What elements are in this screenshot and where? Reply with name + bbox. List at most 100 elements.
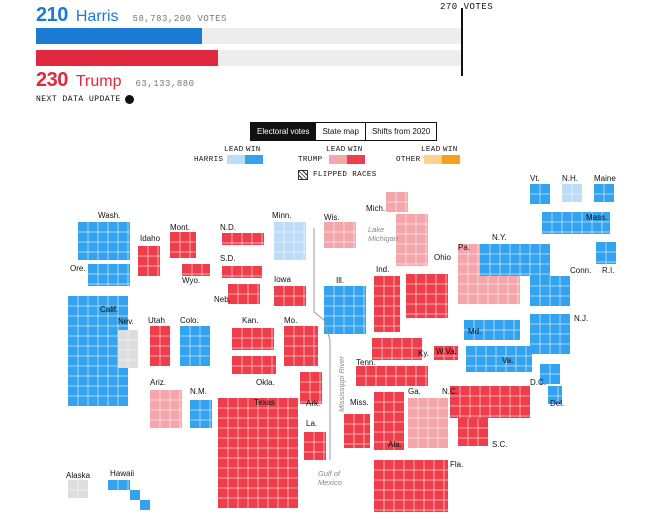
state-kan[interactable]: Kan.	[232, 316, 274, 350]
state-mo[interactable]: Mo.	[284, 316, 318, 366]
state-n-j[interactable]: N.J.	[530, 314, 588, 354]
state-del[interactable]: Del.	[548, 386, 564, 408]
threshold-line	[461, 8, 463, 76]
harris-row: 210 Harris 58,783,200 VOTES	[36, 4, 227, 27]
state-texas[interactable]: Texas	[218, 398, 298, 508]
state-tile	[88, 264, 130, 286]
state-tile	[232, 328, 274, 350]
state-va[interactable]: Va.	[466, 346, 532, 372]
state-mich[interactable]: Mich.	[366, 192, 428, 266]
trump-row: 230 Trump 63,133,880	[36, 69, 195, 92]
state-okla[interactable]: Okla.	[232, 356, 276, 387]
state-label: Colo.	[180, 316, 199, 325]
state-ga[interactable]: Ga.	[408, 387, 448, 448]
state-wis[interactable]: Wis.	[324, 213, 356, 248]
state-tile	[374, 460, 448, 512]
state-maine[interactable]: Maine	[594, 174, 616, 202]
state-s-c[interactable]: S.C.	[458, 418, 508, 449]
state-label: Ill.	[336, 276, 344, 285]
state-label: Ind.	[376, 265, 389, 274]
state-label: R.I.	[602, 266, 614, 275]
state-tile	[304, 432, 326, 460]
state-label: Wis.	[324, 213, 340, 222]
legend-other-win-swatch	[442, 155, 460, 164]
state-tile	[406, 274, 448, 318]
tab-electoral-votes[interactable]: Electoral votes	[251, 123, 317, 140]
state-s-d[interactable]: S.D.	[220, 254, 262, 278]
gulf-of-mexico-label: Gulf of	[318, 469, 341, 478]
state-w-va[interactable]: W.Va.	[434, 346, 458, 360]
state-wash[interactable]: Wash.	[78, 211, 130, 260]
state-tile	[542, 212, 610, 234]
state-mass[interactable]: Mass.	[542, 212, 610, 234]
state-ore[interactable]: Ore.	[70, 264, 130, 286]
state-ky[interactable]: Ky.	[372, 338, 429, 360]
state-hawaii[interactable]: Hawaii	[108, 469, 150, 510]
state-label: Mich.	[366, 204, 385, 213]
state-tile	[324, 286, 366, 334]
state-fla[interactable]: Fla.	[374, 460, 463, 512]
state-neb[interactable]: Neb.	[214, 284, 260, 304]
state-label: Miss.	[350, 398, 369, 407]
legend-flipped-label: FLIPPED RACES	[313, 171, 377, 179]
flipped-hatch-icon	[298, 170, 308, 180]
state-vt[interactable]: Vt.	[530, 174, 550, 204]
state-alaska[interactable]: Alaska	[66, 471, 91, 498]
state-tile	[324, 222, 356, 248]
state-tile	[344, 414, 370, 448]
state-r-i[interactable]: R.I.	[596, 242, 616, 275]
state-label: Mo.	[284, 316, 297, 325]
state-n-y[interactable]: N.Y.	[480, 233, 550, 276]
legend-trump-lead-swatch	[329, 155, 347, 164]
state-idaho[interactable]: Idaho	[138, 234, 161, 276]
state-wyo[interactable]: Wyo.	[182, 264, 210, 285]
trump-bar-fill	[36, 50, 219, 66]
state-utah[interactable]: Utah	[148, 316, 170, 366]
state-label: Idaho	[140, 234, 161, 243]
state-ill[interactable]: Ill.	[324, 276, 366, 334]
state-label: Del.	[550, 399, 564, 408]
state-n-m[interactable]: N.M.	[190, 387, 212, 428]
harris-name: Harris	[75, 8, 119, 25]
trump-electoral-votes: 230	[36, 69, 68, 91]
tab-shifts-from-2020[interactable]: Shifts from 2020	[365, 123, 437, 140]
harris-bar-fill	[36, 28, 203, 44]
threshold-label: 270 VOTES	[440, 2, 494, 12]
state-label: N.C.	[442, 387, 458, 396]
state-tile	[372, 338, 422, 360]
state-tile	[190, 400, 212, 428]
state-n-d[interactable]: N.D.	[220, 223, 264, 245]
state-la[interactable]: La.	[304, 419, 326, 460]
state-iowa[interactable]: Iowa	[274, 275, 306, 306]
state-n-h[interactable]: N.H.	[562, 174, 582, 202]
state-n-c[interactable]: N.C.	[442, 386, 530, 418]
state-md[interactable]: Md.	[464, 320, 520, 340]
state-d-c[interactable]: D.C.	[530, 364, 560, 387]
mississippi-river-label: Mississippi River	[337, 356, 346, 412]
state-tile	[150, 390, 182, 428]
state-label: Ark.	[306, 399, 320, 408]
state-ariz[interactable]: Ariz.	[150, 378, 182, 428]
state-nev[interactable]: Nev.	[118, 317, 138, 368]
state-label: Ala.	[388, 440, 402, 449]
state-ark[interactable]: Ark.	[300, 372, 322, 408]
state-label: Ky.	[418, 349, 429, 358]
state-miss[interactable]: Miss.	[344, 398, 370, 448]
state-tenn[interactable]: Tenn.	[356, 358, 428, 386]
state-ohio[interactable]: Ohio	[406, 253, 451, 318]
state-minn[interactable]: Minn.	[272, 211, 306, 260]
update-timer-icon	[124, 95, 134, 104]
trump-name: Trump	[75, 73, 122, 90]
state-ala[interactable]: Ala.	[374, 392, 404, 450]
state-label: Vt.	[530, 174, 540, 183]
state-colo[interactable]: Colo.	[180, 316, 210, 366]
legend-harris-label: HARRIS	[194, 156, 224, 164]
harris-popular-votes: 58,783,200 VOTES	[132, 14, 227, 24]
harris-bar	[36, 28, 462, 44]
state-mont[interactable]: Mont.	[170, 223, 196, 258]
trump-popular-votes: 63,133,880	[135, 79, 195, 89]
state-ind[interactable]: Ind.	[374, 265, 400, 332]
tab-state-map[interactable]: State map	[316, 123, 366, 140]
state-conn[interactable]: Conn.	[530, 266, 591, 306]
